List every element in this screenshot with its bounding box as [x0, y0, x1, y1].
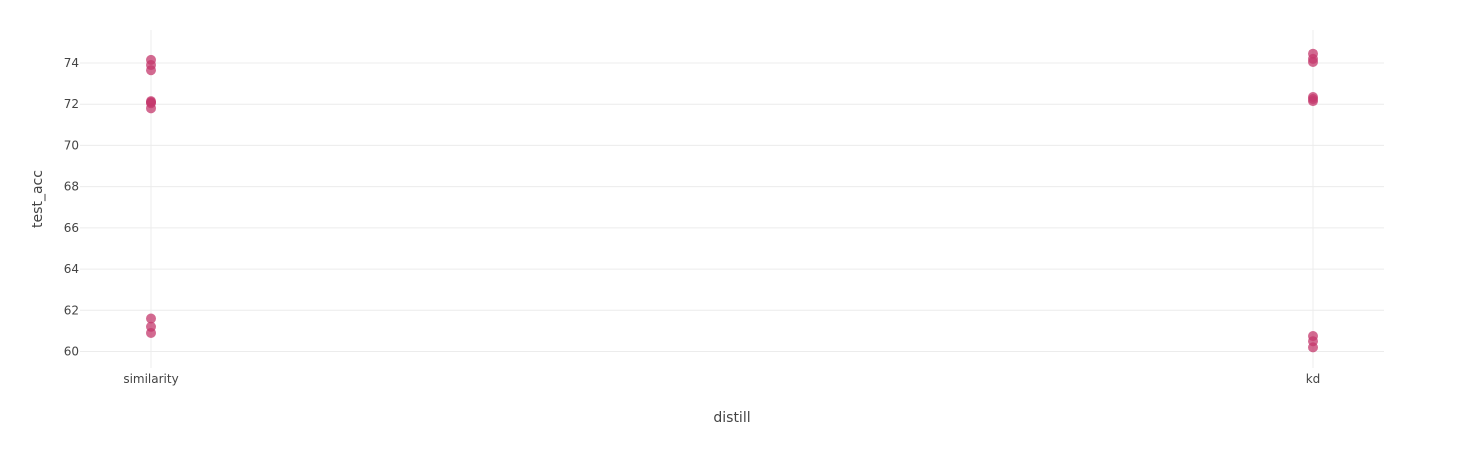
y-tick-label: 66: [64, 221, 79, 235]
y-tick-label: 72: [64, 97, 79, 111]
y-tick-label: 74: [64, 56, 79, 70]
data-points: [146, 48, 1318, 353]
y-tick-label: 68: [64, 180, 79, 194]
data-point[interactable]: [146, 103, 156, 114]
x-axis-title: distill: [713, 410, 750, 426]
data-point[interactable]: [1308, 342, 1318, 353]
y-tick-label: 60: [64, 345, 79, 359]
x-tick-label: similarity: [123, 372, 178, 386]
y-axis-ticks: 60 62 64 66 68 70 72 74: [64, 56, 79, 359]
y-tick-label: 64: [64, 262, 79, 276]
y-tick-label: 62: [64, 303, 79, 317]
y-axis-title: test_acc: [30, 170, 46, 228]
data-point[interactable]: [146, 65, 156, 76]
grid-layer: [80, 30, 1384, 368]
data-point[interactable]: [1308, 56, 1318, 67]
x-axis-ticks: similarity kd: [123, 372, 1320, 386]
y-tick-label: 70: [64, 138, 79, 152]
data-point[interactable]: [1308, 96, 1318, 107]
data-point[interactable]: [146, 313, 156, 324]
data-point[interactable]: [146, 327, 156, 338]
x-tick-label: kd: [1306, 372, 1321, 386]
